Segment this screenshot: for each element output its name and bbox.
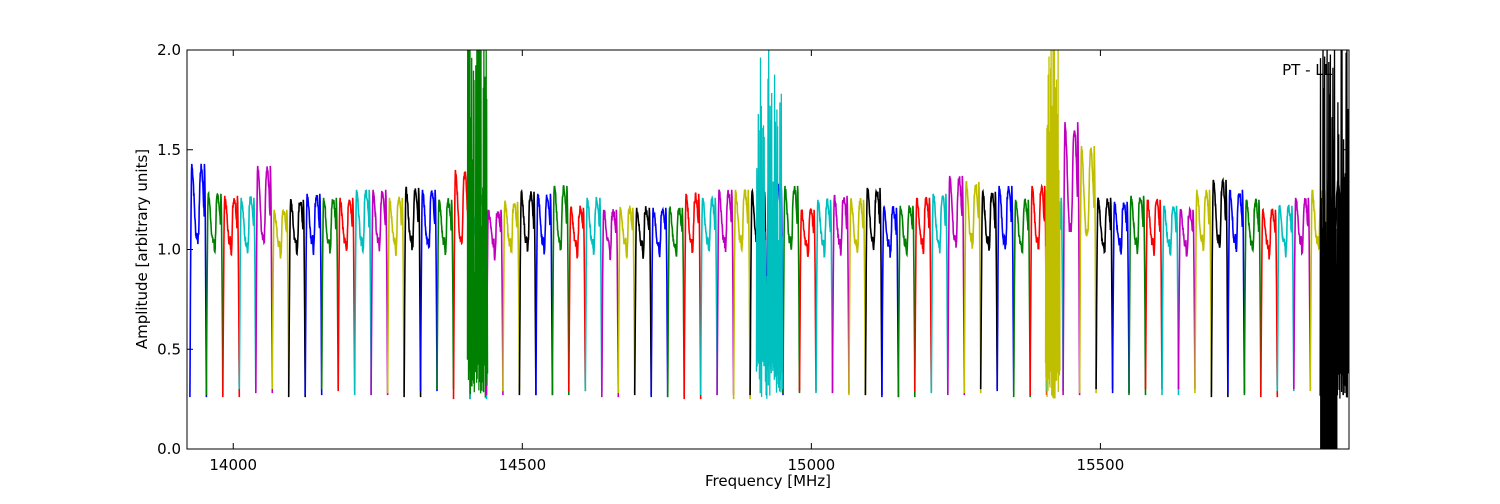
channel-57-line — [1111, 201, 1130, 394]
channel-39-line — [815, 198, 834, 394]
x-tick-label: 15500 — [1077, 456, 1125, 474]
channel-28-line — [633, 206, 652, 396]
channel-23-line — [551, 185, 570, 396]
channel-37-line — [782, 185, 801, 394]
channel-59-line — [1144, 198, 1163, 390]
channel-29-line — [650, 206, 669, 398]
noise-burst-4 — [1319, 50, 1349, 399]
channel-9-line — [320, 197, 339, 390]
channel-14-line — [403, 186, 422, 398]
channel-31-line — [683, 192, 702, 400]
channel-24-line — [568, 205, 587, 392]
noise-burst-2 — [755, 50, 784, 399]
dense-trace-block — [1320, 269, 1338, 449]
channel-20-line — [502, 200, 521, 392]
channel-26-line — [601, 209, 620, 398]
channel-51-line — [1012, 198, 1031, 398]
channel-58-line — [1128, 195, 1147, 396]
channel-8-line — [304, 193, 323, 396]
channel-63-line — [1210, 176, 1229, 398]
channel-32-line — [699, 195, 718, 396]
y-tick-label: 1.0 — [157, 241, 181, 259]
channel-64-line — [1227, 189, 1246, 394]
y-tick-label: 1.5 — [157, 141, 181, 159]
channel-5-line — [255, 165, 274, 394]
channel-67-line — [1276, 204, 1295, 392]
channel-10-line — [337, 197, 356, 392]
noise-burst-3 — [1044, 50, 1061, 399]
channel-43-line — [881, 204, 900, 398]
channel-61-line — [1177, 205, 1196, 390]
channel-49-line — [979, 188, 998, 390]
channel-7-line — [287, 199, 306, 398]
channel-33-line — [716, 189, 735, 396]
channel-56-line — [1095, 197, 1114, 390]
channel-27-line — [617, 205, 636, 394]
channel-62-line — [1194, 189, 1213, 394]
channel-13-line — [386, 196, 405, 394]
channel-68-line — [1293, 197, 1312, 390]
channel-50-line — [996, 185, 1015, 392]
channel-47-line — [947, 175, 966, 396]
noise-burst-1 — [466, 50, 489, 398]
channel-66-line — [1260, 207, 1279, 398]
x-tick-label: 15000 — [787, 456, 835, 474]
channel-11-line — [353, 188, 372, 396]
channel-1-line — [189, 163, 208, 398]
channel-15-line — [419, 189, 438, 392]
channel-22-line — [535, 193, 554, 396]
channel-38-line — [798, 207, 817, 392]
y-axis-label: Amplitude [arbitrary units] — [133, 149, 151, 349]
channel-41-line — [848, 198, 867, 396]
channel-55-line — [1078, 145, 1097, 394]
channel-44-line — [897, 205, 916, 398]
channel-48-line — [963, 180, 982, 394]
y-tick-label: 0.5 — [157, 340, 181, 358]
channel-30-line — [666, 206, 685, 398]
x-axis-label: Frequency [MHz] — [705, 472, 831, 490]
channel-25-line — [584, 196, 603, 392]
x-tick-label: 14500 — [498, 456, 546, 474]
x-tick-label: 14000 — [209, 456, 257, 474]
channel-34-line — [732, 189, 751, 400]
y-tick-label: 2.0 — [157, 41, 181, 59]
channel-40-line — [831, 194, 850, 394]
channel-6-line — [271, 208, 290, 390]
channel-4-line — [238, 196, 257, 390]
channel-52-line — [1029, 183, 1048, 396]
channel-21-line — [518, 189, 537, 396]
channel-46-line — [930, 193, 949, 394]
y-tick-label: 0.0 — [157, 440, 181, 458]
chart-annotation: PT - LL — [1282, 61, 1333, 79]
channel-54-line — [1062, 122, 1081, 396]
channel-45-line — [914, 196, 933, 392]
channel-60-line — [1161, 205, 1180, 396]
channel-2-line — [205, 190, 224, 396]
channel-3-line — [222, 195, 241, 398]
channel-42-line — [864, 187, 883, 396]
channel-16-line — [436, 198, 455, 390]
channel-65-line — [1243, 198, 1262, 396]
channel-12-line — [370, 189, 389, 396]
channel-19-line — [485, 209, 504, 396]
